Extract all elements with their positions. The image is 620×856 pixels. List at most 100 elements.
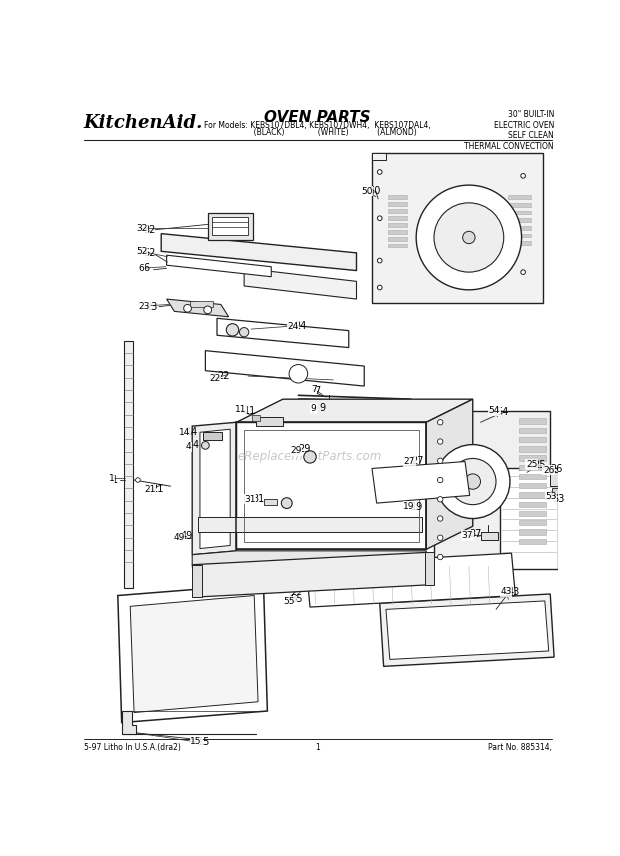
Polygon shape xyxy=(386,601,549,659)
Bar xyxy=(551,473,565,486)
Bar xyxy=(388,209,407,213)
Text: 55: 55 xyxy=(283,597,295,606)
Text: 9: 9 xyxy=(319,403,326,413)
Polygon shape xyxy=(427,399,472,550)
Polygon shape xyxy=(192,552,430,597)
Text: OVEN PARTS: OVEN PARTS xyxy=(265,110,371,126)
Circle shape xyxy=(239,328,249,336)
Text: For Models: KEBS107DBL4, KEBS107DWH4,  KEBS107DAL4,: For Models: KEBS107DBL4, KEBS107DWH4, KE… xyxy=(205,122,431,130)
Bar xyxy=(124,342,133,588)
Bar xyxy=(388,237,407,241)
Text: (BLACK)              (WHITE)            (ALMOND): (BLACK) (WHITE) (ALMOND) xyxy=(218,128,417,137)
Text: 11: 11 xyxy=(244,406,257,416)
Circle shape xyxy=(304,451,316,463)
Bar xyxy=(508,241,531,245)
Bar xyxy=(520,437,546,443)
Text: 43: 43 xyxy=(500,587,512,596)
Circle shape xyxy=(226,324,239,336)
Polygon shape xyxy=(200,429,230,549)
Text: 37: 37 xyxy=(461,531,473,540)
Circle shape xyxy=(438,555,443,560)
Text: 4: 4 xyxy=(192,440,198,450)
Text: 50: 50 xyxy=(361,187,373,196)
Polygon shape xyxy=(306,553,515,607)
Circle shape xyxy=(463,231,475,244)
Bar xyxy=(520,520,546,526)
Text: 14: 14 xyxy=(186,427,198,437)
Bar xyxy=(208,213,253,240)
Text: 23: 23 xyxy=(146,302,158,312)
Circle shape xyxy=(416,185,521,290)
Circle shape xyxy=(435,444,510,519)
Polygon shape xyxy=(236,422,427,550)
Bar xyxy=(552,488,563,496)
Circle shape xyxy=(289,365,308,383)
Text: 27: 27 xyxy=(404,457,415,466)
Text: 31: 31 xyxy=(252,494,264,504)
Bar xyxy=(212,217,248,235)
Bar xyxy=(520,483,546,489)
Circle shape xyxy=(378,169,382,175)
Bar xyxy=(520,502,546,507)
Text: 25: 25 xyxy=(526,461,538,469)
Bar xyxy=(388,223,407,227)
Bar xyxy=(203,432,223,440)
Circle shape xyxy=(204,306,211,313)
Text: 19: 19 xyxy=(410,502,423,512)
Polygon shape xyxy=(236,399,472,422)
Bar xyxy=(520,428,546,433)
Text: eReplacementParts.com: eReplacementParts.com xyxy=(238,450,382,463)
Bar xyxy=(520,419,546,424)
Text: 53: 53 xyxy=(545,492,557,502)
Polygon shape xyxy=(167,299,229,317)
Bar xyxy=(520,492,546,497)
Text: 4: 4 xyxy=(185,443,191,451)
Text: 7: 7 xyxy=(311,384,317,394)
Text: 27: 27 xyxy=(410,455,423,466)
Text: 25: 25 xyxy=(533,460,546,470)
Polygon shape xyxy=(244,268,356,299)
Text: 43: 43 xyxy=(508,587,520,597)
Circle shape xyxy=(136,478,140,482)
Text: 26: 26 xyxy=(543,466,554,474)
Text: 55: 55 xyxy=(291,594,303,604)
Bar xyxy=(520,465,546,470)
Text: 21: 21 xyxy=(144,484,155,494)
Text: 14: 14 xyxy=(179,428,190,437)
Text: 21: 21 xyxy=(151,484,164,494)
Bar xyxy=(264,498,278,505)
Bar xyxy=(500,468,558,568)
Text: 19: 19 xyxy=(404,502,415,511)
Bar xyxy=(388,195,407,199)
Polygon shape xyxy=(205,351,365,386)
Text: 29: 29 xyxy=(290,446,302,455)
Bar xyxy=(372,152,542,303)
Circle shape xyxy=(378,285,382,290)
Polygon shape xyxy=(130,596,258,712)
Circle shape xyxy=(438,439,443,444)
Text: 32: 32 xyxy=(136,223,148,233)
Text: 50: 50 xyxy=(368,187,381,196)
Bar xyxy=(388,229,407,234)
Text: 32: 32 xyxy=(143,225,156,235)
Text: 24: 24 xyxy=(287,322,299,330)
Text: 52: 52 xyxy=(136,247,148,256)
Bar xyxy=(508,218,531,222)
Polygon shape xyxy=(217,318,348,348)
Bar xyxy=(198,517,422,532)
Bar xyxy=(192,565,202,597)
Bar xyxy=(372,152,386,160)
Bar xyxy=(520,538,546,544)
Circle shape xyxy=(438,496,443,502)
Bar xyxy=(388,202,407,206)
Text: 9: 9 xyxy=(310,404,316,413)
Polygon shape xyxy=(379,594,554,666)
Text: 54: 54 xyxy=(496,407,508,417)
Bar xyxy=(520,455,546,461)
Bar xyxy=(388,244,407,247)
Circle shape xyxy=(326,408,334,416)
Text: KitchenAid.: KitchenAid. xyxy=(84,114,203,132)
Text: 6: 6 xyxy=(138,264,144,273)
Bar xyxy=(520,529,546,535)
Text: 22: 22 xyxy=(209,374,220,383)
